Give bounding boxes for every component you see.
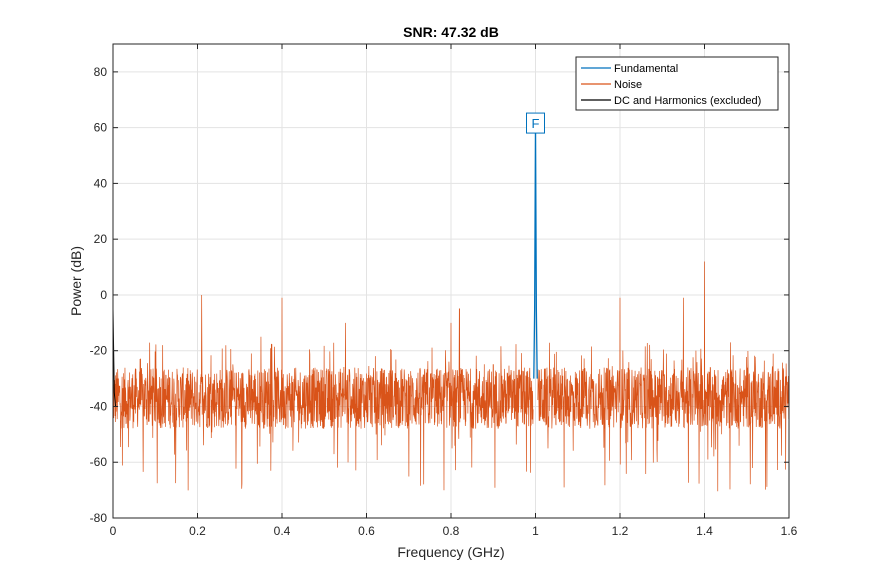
x-tick-label: 0.6: [358, 524, 375, 538]
x-tick-label: 1.6: [781, 524, 798, 538]
x-tick-label: 0.2: [189, 524, 206, 538]
y-axis-label: Power (dB): [68, 246, 84, 316]
noise-trace-upper: [537, 261, 790, 492]
y-tick-label: -40: [90, 399, 108, 413]
legend-entry-excluded: DC and Harmonics (excluded): [614, 95, 761, 107]
legend-entry-noise: Noise: [614, 79, 642, 91]
y-tick-label: 60: [94, 121, 108, 135]
legend-entry-fundamental: Fundamental: [614, 63, 678, 75]
noise-trace-lower: [112, 294, 534, 491]
y-tick-label: 80: [94, 65, 108, 79]
fundamental-marker-box: [526, 112, 545, 134]
annotations: F: [526, 112, 545, 134]
x-tick-label: 0.4: [274, 524, 291, 538]
x-tick-label: 1.4: [696, 524, 713, 538]
fundamental-marker-label: F: [532, 116, 540, 131]
chart-title: SNR: 47.32 dB: [403, 24, 499, 40]
x-tick-label: 0: [110, 524, 117, 538]
ticks: 0 0.2 0.4 0.6 0.8 1 1.2 1.4 1.6 -80 -60 -40 -20 0 20 40…: [90, 44, 798, 538]
x-tick-label: 1.2: [612, 524, 629, 538]
y-tick-label: 20: [94, 232, 108, 246]
y-tick-label: -80: [90, 511, 108, 525]
x-tick-label: 0.8: [443, 524, 460, 538]
y-tick-label: -20: [90, 344, 108, 358]
y-tick-label: -60: [90, 455, 108, 469]
legend: Fundamental Noise DC and Harmonics (excl…: [575, 56, 779, 111]
x-axis-label: Frequency (GHz): [397, 544, 504, 560]
y-tick-label: 0: [100, 288, 107, 302]
y-tick-label: 40: [94, 176, 108, 190]
x-tick-label: 1: [532, 524, 539, 538]
